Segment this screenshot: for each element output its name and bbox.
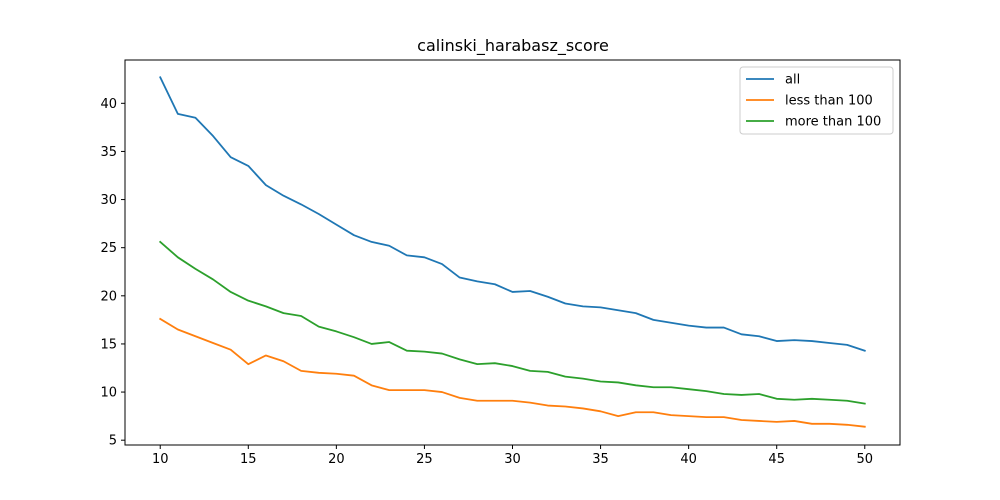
y-tick-label: 25 bbox=[100, 241, 117, 256]
x-tick-label: 50 bbox=[856, 452, 873, 467]
y-axis: 5 10 15 20 25 30 35 40 bbox=[100, 97, 125, 449]
series-line-all bbox=[159, 76, 866, 352]
x-tick-label: 25 bbox=[416, 452, 433, 467]
y-tick-label: 10 bbox=[100, 386, 117, 401]
series-line-less-than-100 bbox=[158, 317, 866, 428]
x-tick-label: 20 bbox=[328, 452, 345, 467]
x-tick-label: 35 bbox=[592, 452, 609, 467]
x-tick-label: 10 bbox=[152, 452, 169, 467]
y-tick-label: 20 bbox=[100, 289, 117, 304]
x-tick-label: 30 bbox=[504, 452, 521, 467]
y-tick-label: 30 bbox=[100, 193, 117, 208]
legend-label-more-than-100: more than 100 bbox=[785, 115, 881, 130]
legend-label-all: all bbox=[785, 73, 800, 88]
legend-label-less-than-100: less than 100 bbox=[785, 94, 873, 109]
y-tick-label: 40 bbox=[100, 97, 117, 112]
x-axis: 10 15 20 25 30 35 40 45 50 bbox=[152, 445, 873, 467]
y-tick-label: 35 bbox=[100, 145, 117, 160]
series-line-more-than-100 bbox=[158, 240, 866, 405]
x-tick-label: 40 bbox=[680, 452, 697, 467]
series-layer bbox=[158, 76, 866, 428]
legend-frame bbox=[739, 66, 894, 135]
y-tick-label: 5 bbox=[109, 434, 117, 449]
x-tick-label: 15 bbox=[240, 452, 257, 467]
legend: all less than 100 more than 100 bbox=[739, 66, 894, 135]
chart-title: calinski_harabasz_score bbox=[417, 36, 609, 56]
y-tick-label: 15 bbox=[100, 337, 117, 352]
x-tick-label: 45 bbox=[768, 452, 785, 467]
